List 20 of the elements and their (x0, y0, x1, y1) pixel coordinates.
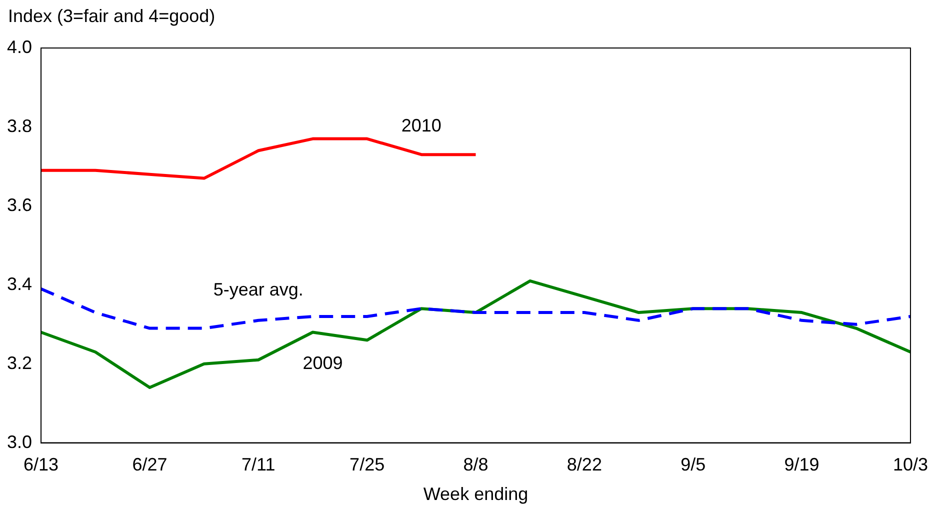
x-tick-label: 7/25 (350, 454, 385, 475)
x-axis-title: Week ending (423, 484, 528, 504)
series-label: 2010 (401, 116, 442, 136)
series-label: 2009 (302, 353, 343, 374)
x-tick-label: 7/11 (242, 454, 276, 475)
y-tick-label: 3.0 (6, 432, 32, 452)
y-tick-label: 3.6 (6, 194, 32, 215)
y-axis-title: Index (3=fair and 4=good) (8, 6, 216, 27)
y-tick-label: 3.2 (6, 352, 32, 373)
y-tick-label: 3.8 (6, 116, 32, 136)
x-tick-label: 9/5 (680, 454, 706, 475)
series-label: 5-year avg. (213, 279, 304, 300)
y-tick-label: 4.0 (6, 36, 32, 57)
x-tick-label: 8/8 (463, 454, 488, 475)
y-tick-label: 3.4 (6, 274, 32, 294)
x-tick-label: 9/19 (784, 454, 820, 475)
x-tick-label: 6/13 (24, 454, 59, 475)
x-tick-label: 8/22 (566, 454, 602, 475)
x-tick-label: 6/27 (132, 454, 168, 475)
x-tick-label: 10/3 (892, 454, 928, 475)
